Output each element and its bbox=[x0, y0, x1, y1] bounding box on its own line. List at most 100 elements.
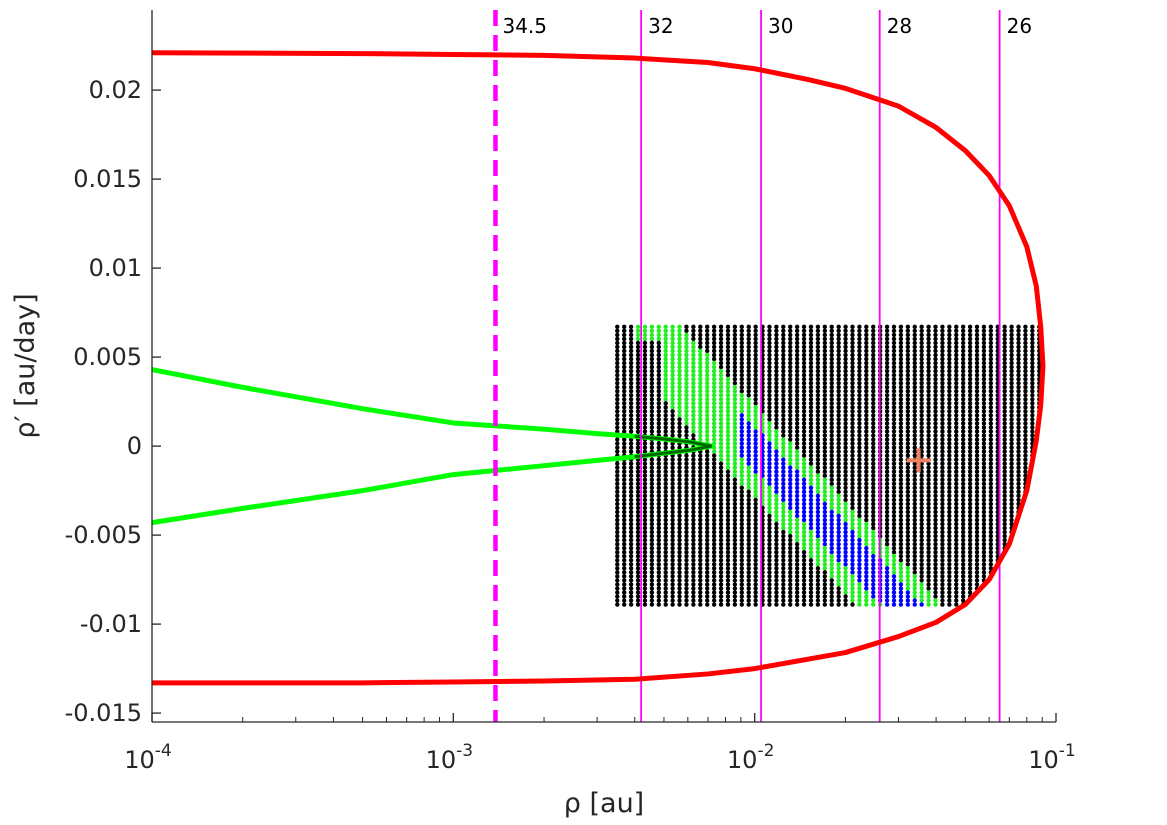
grid-point bbox=[850, 324, 855, 330]
grid-point bbox=[974, 385, 980, 390]
grid-point bbox=[864, 477, 869, 482]
grid-point bbox=[732, 453, 738, 458]
grid-point bbox=[898, 578, 904, 583]
grid-point bbox=[954, 529, 959, 535]
grid-point bbox=[933, 360, 938, 366]
grid-point bbox=[829, 586, 834, 591]
grid-point bbox=[836, 586, 841, 591]
grid-point bbox=[815, 457, 821, 462]
grid-point bbox=[628, 489, 634, 495]
grid-point bbox=[746, 586, 751, 591]
grid-point bbox=[871, 445, 876, 450]
grid-point bbox=[808, 340, 814, 346]
grid-point bbox=[905, 461, 911, 466]
grid-point bbox=[884, 372, 890, 378]
grid-point bbox=[947, 570, 952, 575]
grid-point bbox=[698, 554, 703, 559]
grid-point bbox=[836, 445, 841, 450]
grid-point bbox=[912, 445, 917, 450]
grid-point bbox=[622, 360, 627, 366]
grid-point bbox=[836, 562, 841, 567]
grid-point bbox=[884, 340, 890, 346]
grid-point bbox=[836, 356, 841, 362]
grid-point bbox=[829, 380, 834, 386]
grid-point bbox=[628, 449, 634, 454]
grid-point bbox=[739, 380, 744, 386]
grid-point bbox=[656, 389, 661, 394]
grid-point bbox=[628, 328, 634, 334]
grid-point bbox=[746, 465, 751, 470]
grid-point bbox=[794, 594, 800, 599]
grid-point bbox=[974, 393, 980, 398]
grid-point bbox=[684, 397, 689, 402]
grid-point bbox=[656, 457, 661, 462]
grid-point bbox=[919, 429, 924, 434]
grid-point bbox=[829, 397, 834, 402]
grid-point bbox=[635, 598, 641, 603]
grid-point bbox=[711, 425, 717, 430]
grid-point bbox=[801, 513, 807, 519]
grid-point bbox=[656, 554, 661, 559]
grid-point bbox=[767, 594, 772, 599]
grid-point bbox=[615, 477, 620, 482]
grid-point bbox=[919, 529, 924, 535]
grid-point bbox=[622, 586, 627, 591]
grid-point bbox=[988, 360, 994, 366]
grid-point bbox=[884, 586, 890, 591]
grid-point bbox=[767, 501, 772, 507]
grid-point bbox=[912, 554, 917, 559]
grid-point bbox=[691, 485, 696, 491]
grid-point bbox=[774, 477, 779, 482]
grid-point bbox=[649, 517, 655, 523]
grid-point bbox=[829, 433, 834, 438]
grid-point bbox=[960, 413, 966, 418]
grid-point bbox=[850, 570, 855, 575]
grid-point bbox=[670, 509, 675, 515]
grid-point bbox=[954, 481, 959, 486]
grid-point bbox=[1009, 453, 1014, 458]
grid-point bbox=[981, 473, 987, 478]
grid-point bbox=[677, 360, 682, 366]
grid-point bbox=[725, 582, 731, 587]
grid-point bbox=[711, 336, 717, 342]
grid-point bbox=[843, 509, 848, 515]
grid-point bbox=[739, 598, 744, 603]
grid-point bbox=[940, 590, 945, 595]
grid-point bbox=[988, 525, 994, 531]
grid-point bbox=[898, 445, 904, 450]
grid-point bbox=[635, 513, 641, 519]
grid-point bbox=[670, 537, 675, 543]
grid-point bbox=[691, 566, 696, 571]
grid-point bbox=[670, 385, 675, 390]
grid-point bbox=[1030, 368, 1035, 374]
grid-point bbox=[864, 380, 869, 386]
grid-point bbox=[960, 336, 966, 342]
grid-point bbox=[725, 433, 731, 438]
grid-point bbox=[622, 521, 627, 527]
grid-point bbox=[1023, 433, 1028, 438]
grid-point bbox=[725, 368, 731, 374]
grid-point bbox=[635, 550, 641, 555]
grid-point bbox=[940, 562, 945, 567]
grid-point bbox=[801, 550, 807, 555]
grid-point bbox=[767, 413, 772, 418]
grid-point bbox=[718, 489, 724, 495]
grid-point bbox=[677, 533, 682, 539]
grid-point bbox=[864, 525, 869, 531]
grid-point bbox=[781, 586, 786, 591]
grid-point bbox=[829, 594, 834, 599]
grid-point bbox=[960, 517, 966, 523]
grid-point bbox=[718, 477, 724, 482]
grid-point bbox=[919, 501, 924, 507]
grid-point bbox=[829, 344, 834, 350]
grid-point bbox=[954, 602, 959, 607]
grid-point bbox=[705, 493, 710, 499]
grid-point bbox=[801, 364, 807, 370]
grid-point bbox=[954, 545, 959, 551]
grid-point bbox=[774, 389, 779, 394]
grid-point bbox=[815, 598, 821, 603]
grid-point bbox=[871, 348, 876, 354]
grid-point bbox=[725, 489, 731, 495]
grid-point bbox=[753, 401, 758, 406]
grid-point bbox=[705, 417, 710, 422]
